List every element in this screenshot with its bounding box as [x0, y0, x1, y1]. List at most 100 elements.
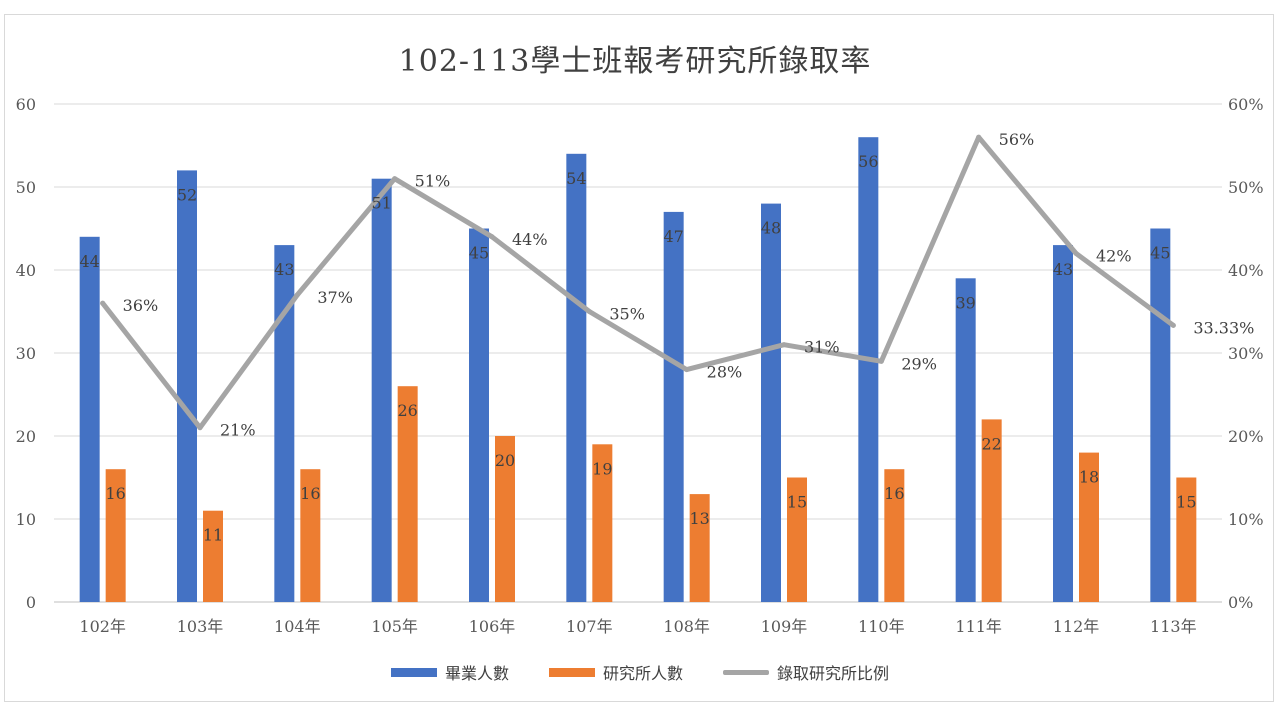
bar-data-label: 48 [761, 219, 781, 238]
x-tick-label: 112年 [1053, 617, 1100, 636]
bar-data-label: 44 [79, 252, 99, 271]
y-left-tick-label: 30 [16, 344, 36, 363]
bar-data-label: 15 [787, 493, 807, 512]
legend-swatch [390, 667, 437, 677]
bar-data-label: 15 [1176, 493, 1196, 512]
bar-data-label: 19 [592, 459, 612, 478]
chart-title: 102-113學士班報考研究所錄取率 [398, 44, 872, 79]
legend-swatch [723, 669, 769, 675]
legend-label: 畢業人數 [444, 664, 509, 683]
y-left-tick-label: 0 [26, 593, 36, 612]
line-point [294, 292, 300, 298]
x-tick-label: 106年 [469, 617, 516, 636]
legend-label: 研究所人數 [602, 664, 683, 683]
line-data-label: 51% [415, 172, 451, 191]
line-data-label: 37% [317, 288, 353, 307]
series-line [100, 134, 1176, 431]
bar-data-label: 22 [981, 434, 1001, 453]
bar-data-label: 26 [397, 401, 417, 420]
bar [787, 477, 807, 602]
bar-data-label: 39 [955, 293, 975, 312]
legend: 畢業人數 研究所人數 錄取研究所比例 [0, 660, 1280, 684]
line-point [1170, 322, 1176, 328]
bar-data-label: 18 [1079, 468, 1099, 487]
legend-item: 研究所人數 [548, 660, 683, 684]
bar-data-label: 43 [274, 260, 294, 279]
y-left-tick-label: 10 [16, 510, 36, 529]
y-right-tick-label: 10% [1228, 510, 1264, 529]
legend-item: 畢業人數 [390, 660, 509, 684]
y-left-tick-label: 50 [16, 178, 36, 197]
line-data-label: 31% [804, 338, 840, 357]
bar [1079, 452, 1099, 602]
bar [1150, 228, 1171, 602]
bar-data-label: 13 [689, 509, 709, 528]
line-data-label: 29% [901, 354, 937, 373]
bar [203, 510, 223, 602]
bar [300, 469, 321, 602]
line-data-label: 21% [220, 421, 256, 440]
bar [397, 386, 418, 602]
line-point [586, 309, 592, 314]
x-tick-label: 107年 [566, 617, 613, 636]
line-data-label: 35% [609, 305, 645, 324]
bar [663, 211, 684, 602]
bar-data-label: 51 [371, 194, 391, 213]
line-data-label: 36% [123, 296, 159, 315]
line-point [781, 342, 787, 348]
bar [689, 494, 710, 602]
bar-data-label: 16 [105, 484, 125, 503]
bar-data-label: 45 [469, 244, 489, 263]
y-left-tick-label: 40 [16, 261, 36, 280]
axis-ticks: 0 0% 10 10% 20 20% 30 30% 40 40% 50 50% 60 60% 102年 103… [16, 95, 1264, 636]
y-right-tick-label: 60% [1228, 95, 1264, 114]
line-marks [100, 134, 1176, 431]
bar [1053, 245, 1073, 602]
line-point [684, 367, 690, 373]
bar-data-label: 52 [177, 185, 197, 204]
line-point [100, 300, 106, 306]
x-tick-label: 108年 [663, 617, 710, 636]
legend-label: 錄取研究所比例 [777, 664, 890, 683]
legend-item: 錄取研究所比例 [723, 660, 889, 684]
bar-data-label: 20 [495, 451, 515, 470]
bar [105, 469, 126, 602]
data-labels: 44 52 43 51 45 54 47 48 56 39 43 45 16 11 16 26 20 19 13 15… [79, 130, 1254, 545]
x-tick-label: 102年 [79, 617, 126, 636]
bar [592, 444, 613, 602]
bar-data-label: 47 [663, 227, 683, 246]
gridlines [54, 103, 1222, 603]
bar-data-label: 16 [300, 484, 320, 503]
bar [981, 419, 1002, 602]
line-point [489, 234, 495, 240]
bar-marks [79, 137, 1197, 603]
legend-swatch [548, 667, 595, 677]
bar [884, 469, 905, 602]
y-right-tick-label: 0% [1228, 593, 1253, 612]
x-tick-label: 113年 [1150, 617, 1197, 636]
bar [469, 228, 489, 602]
line-data-label: 33.33% [1193, 318, 1254, 337]
y-left-tick-label: 20 [16, 427, 36, 446]
x-tick-label: 111年 [955, 617, 1002, 636]
x-tick-label: 104年 [274, 617, 321, 636]
bar-data-label: 54 [566, 169, 586, 188]
line-point [976, 134, 982, 140]
bar [566, 153, 587, 603]
bar-data-label: 43 [1053, 260, 1073, 279]
bar-data-label: 45 [1150, 244, 1170, 263]
bar [177, 170, 197, 602]
bar-data-label: 56 [858, 152, 878, 171]
line-data-label: 44% [512, 230, 548, 249]
x-tick-label: 103年 [177, 617, 224, 636]
bar [371, 178, 392, 602]
line-point [878, 358, 884, 364]
y-right-tick-label: 20% [1228, 427, 1264, 446]
line-point [197, 425, 203, 431]
y-right-tick-label: 30% [1228, 344, 1264, 363]
x-tick-label: 110年 [858, 617, 905, 636]
y-right-tick-label: 50% [1228, 178, 1264, 197]
bar [1176, 477, 1197, 602]
bar-data-label: 16 [884, 484, 904, 503]
